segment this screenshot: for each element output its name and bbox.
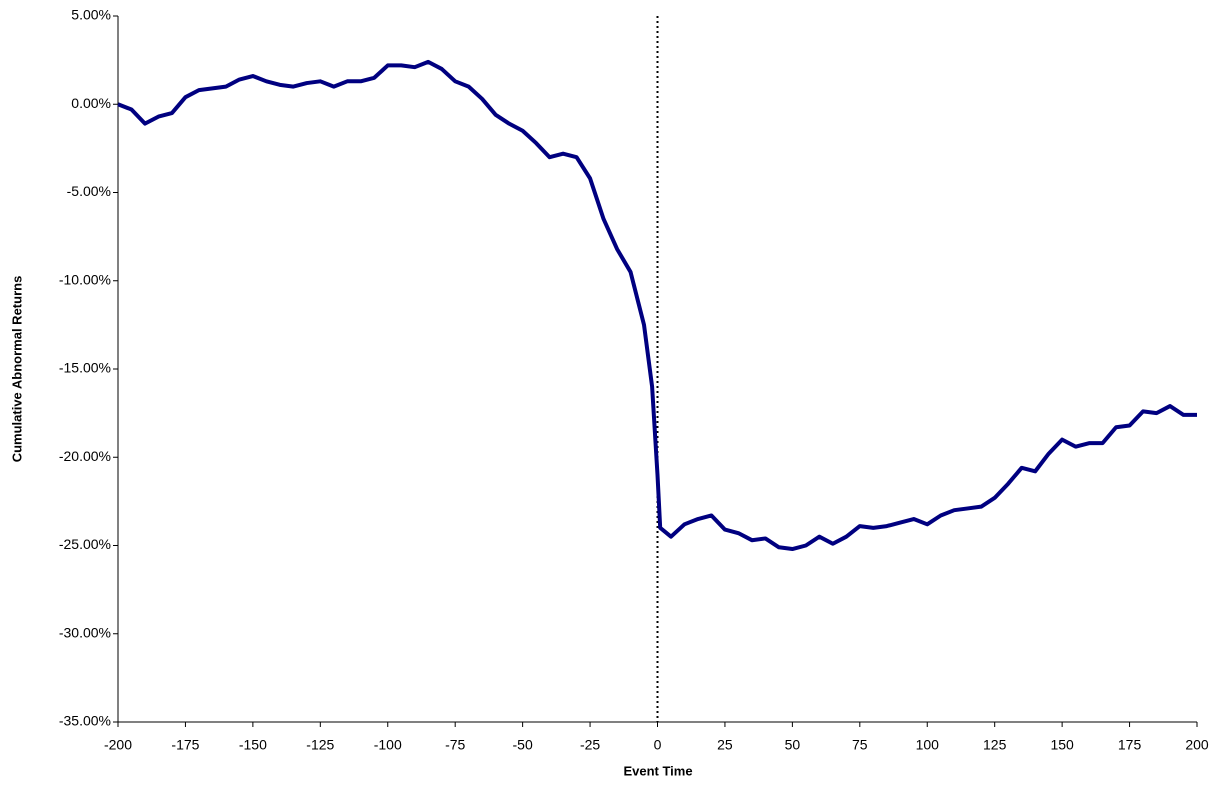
x-tick-label: 75 xyxy=(852,737,868,753)
x-tick-label: -200 xyxy=(104,737,132,753)
x-tick-label: 100 xyxy=(916,737,940,753)
x-tick-label: -125 xyxy=(306,737,334,753)
y-tick-label: -25.00% xyxy=(59,536,111,552)
x-tick-label: 150 xyxy=(1050,737,1074,753)
x-tick-label: -75 xyxy=(445,737,465,753)
x-tick-label: -150 xyxy=(239,737,267,753)
x-tick-label: -175 xyxy=(171,737,199,753)
x-tick-label: -25 xyxy=(580,737,600,753)
x-tick-label: 0 xyxy=(654,737,662,753)
line-series xyxy=(117,59,1197,552)
x-tick-label: 175 xyxy=(1118,737,1142,753)
y-axis-title: Cumulative Abnormal Returns xyxy=(9,276,24,463)
y-tick-label: 5.00% xyxy=(71,7,111,23)
x-tick-label: 125 xyxy=(983,737,1007,753)
x-tick-label: -50 xyxy=(513,737,533,753)
x-tick-label: 25 xyxy=(717,737,733,753)
y-tick-label: -10.00% xyxy=(59,271,111,287)
y-tick-label: -5.00% xyxy=(67,183,111,199)
y-tick-label: 0.00% xyxy=(71,95,111,111)
x-axis-title: Event Time xyxy=(623,763,692,778)
x-tick-label: 200 xyxy=(1185,737,1209,753)
y-tick-label: -15.00% xyxy=(59,360,111,376)
y-tick-label: -30.00% xyxy=(59,624,111,640)
y-tick-label: -20.00% xyxy=(59,448,111,464)
x-tick-label: -100 xyxy=(374,737,402,753)
x-tick-label: 50 xyxy=(785,737,801,753)
y-tick-label: -35.00% xyxy=(59,713,111,729)
